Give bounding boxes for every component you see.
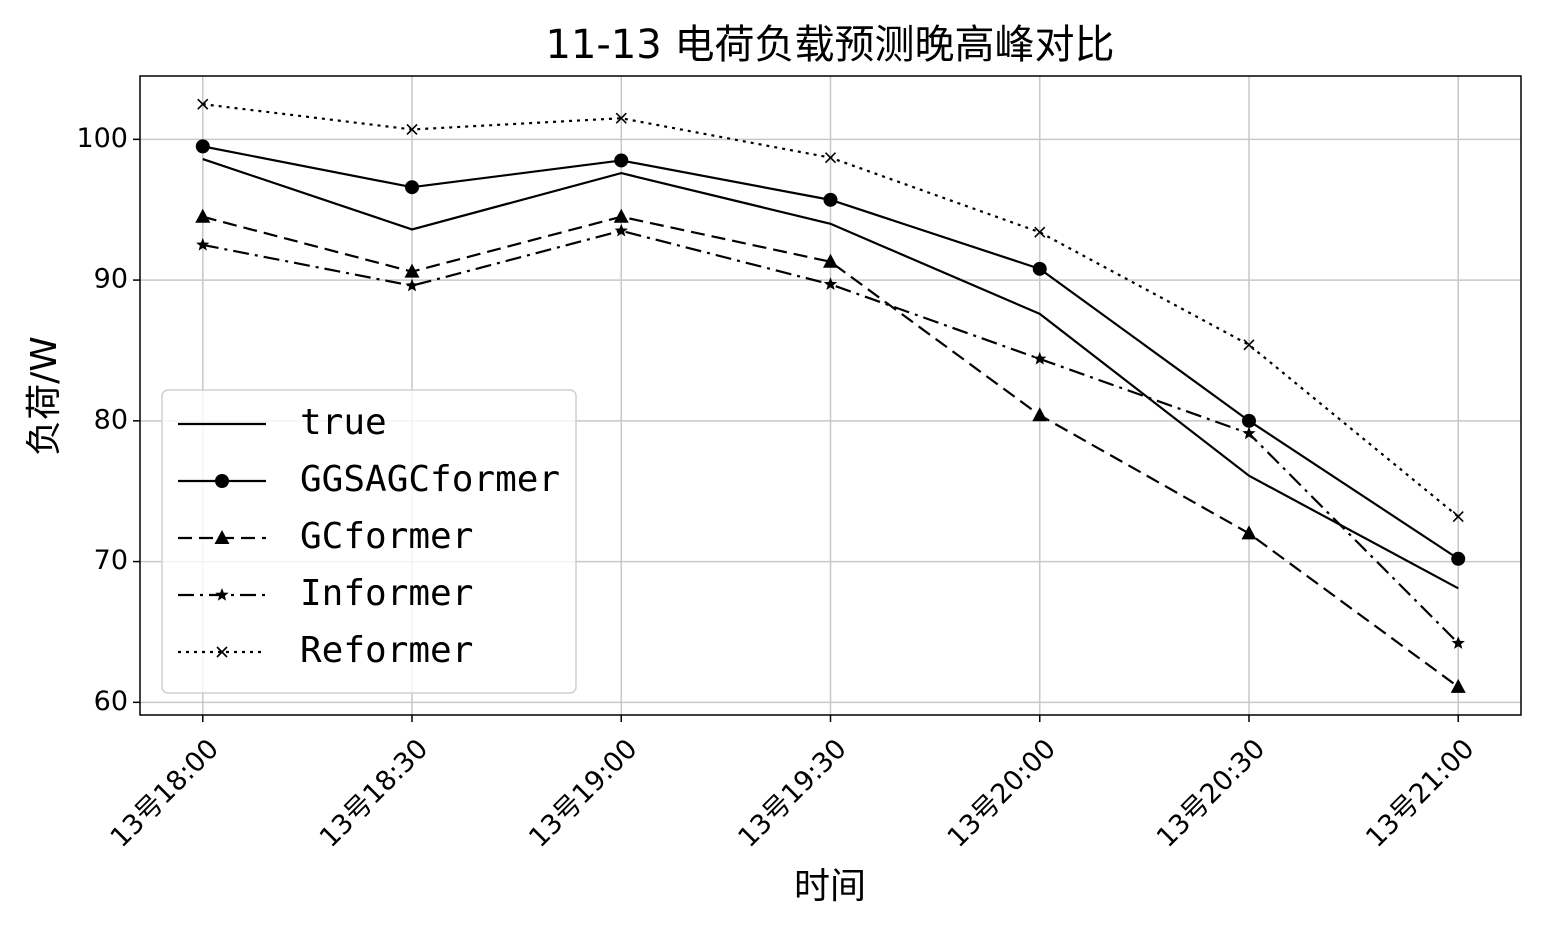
y-tick-label: 60 [94,686,128,717]
y-tick-label: 70 [94,545,128,576]
marker [1034,226,1046,238]
y-axis-label: 负荷/W [24,336,65,456]
x-axis-label: 时间 [794,866,866,907]
marker [1241,413,1256,428]
marker [195,139,210,154]
marker [615,112,627,124]
x-tick-label: 13号18:00 [105,733,225,853]
series-line [202,157,1459,590]
marker [197,98,209,110]
marker [824,152,837,164]
marker [195,208,211,223]
marker [1450,678,1466,693]
marker [1451,551,1466,566]
marker [614,153,629,168]
marker [823,192,838,207]
legend-box [161,389,577,694]
legend-label: Informer [300,573,473,614]
legend-label: GCformer [300,516,473,557]
marker [215,474,229,488]
x-tick-label: 13号20:30 [1151,733,1271,853]
marker [1242,426,1256,440]
x-tick-label: 13号19:00 [523,733,643,853]
marker [1032,407,1048,422]
legend: true GGSAGCformer GCformer Informer Reformer [161,389,577,694]
marker [405,180,420,195]
legend-label: Reformer [300,630,473,671]
y-tick-label: 100 [76,123,128,154]
x-tick-label: 13号21:00 [1360,733,1480,853]
x-tick-label: 13号20:00 [942,733,1062,853]
y-tick-label: 80 [94,404,128,435]
marker [1451,636,1465,649]
marker [614,223,628,237]
marker [1033,351,1047,365]
marker [1243,339,1255,351]
plot-frame [139,75,1522,716]
marker [216,646,228,658]
marker [196,237,210,251]
marker [823,277,838,290]
y-tick-label: 90 [94,264,128,295]
x-tick-label: 13号19:30 [732,733,852,853]
marker [405,278,419,292]
marker [404,263,420,278]
marker [215,588,229,601]
legend-label: true [300,402,387,443]
marker [1241,525,1257,540]
marker [1452,510,1464,523]
x-tick-label: 13号18:30 [314,733,434,853]
marker [823,253,838,268]
legend-label: GGSAGCformer [300,459,560,500]
marker [214,530,230,544]
marker [613,208,629,223]
chart-title: 11-13 电荷负载预测晚高峰对比 [546,22,1115,68]
marker [1032,261,1047,276]
marker [406,123,418,136]
